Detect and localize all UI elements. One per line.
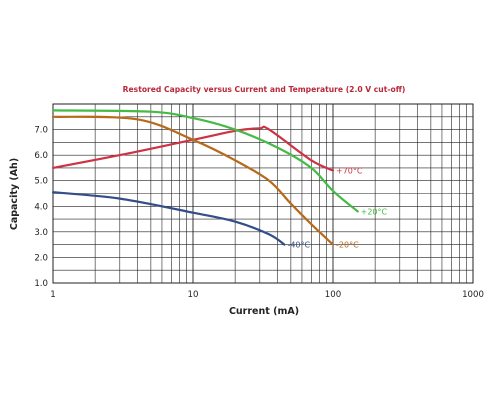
series-line	[51, 191, 286, 246]
series-line	[51, 109, 359, 213]
x-tick-label: 1	[50, 290, 55, 300]
series-label: -40°C	[287, 241, 310, 250]
series-line	[51, 115, 335, 246]
y-axis-label: Capacity (Ah)	[9, 158, 20, 230]
x-tick-label: 10	[188, 290, 199, 300]
x-tick-label: 100	[325, 290, 341, 300]
y-tick-label: 5.0	[34, 177, 48, 187]
y-tick-label: 2.0	[34, 253, 48, 263]
series-lines: +70°C +20°C -20°C -40°C	[51, 109, 388, 250]
y-tick-label: 6.0	[34, 151, 48, 161]
y-tick-label: 3.0	[34, 228, 48, 238]
x-tick-label: 1000	[462, 290, 484, 300]
chart-title: Restored Capacity versus Current and Tem…	[123, 85, 406, 94]
series-label: +20°C	[361, 207, 388, 216]
series-label: +70°C	[336, 166, 363, 175]
series-label: -20°C	[336, 241, 359, 250]
series-line	[51, 125, 335, 172]
x-axis-label: Current (mA)	[229, 306, 299, 317]
y-tick-label: 4.0	[34, 202, 48, 212]
grid	[52, 103, 473, 284]
plot-frame	[52, 103, 474, 284]
axis-ticks: 1.0 2.0 3.0 4.0 5.0 6.0 7.0 1 10 100 1000	[34, 126, 484, 300]
y-tick-label: 1.0	[34, 279, 48, 289]
y-tick-label: 7.0	[34, 126, 48, 136]
